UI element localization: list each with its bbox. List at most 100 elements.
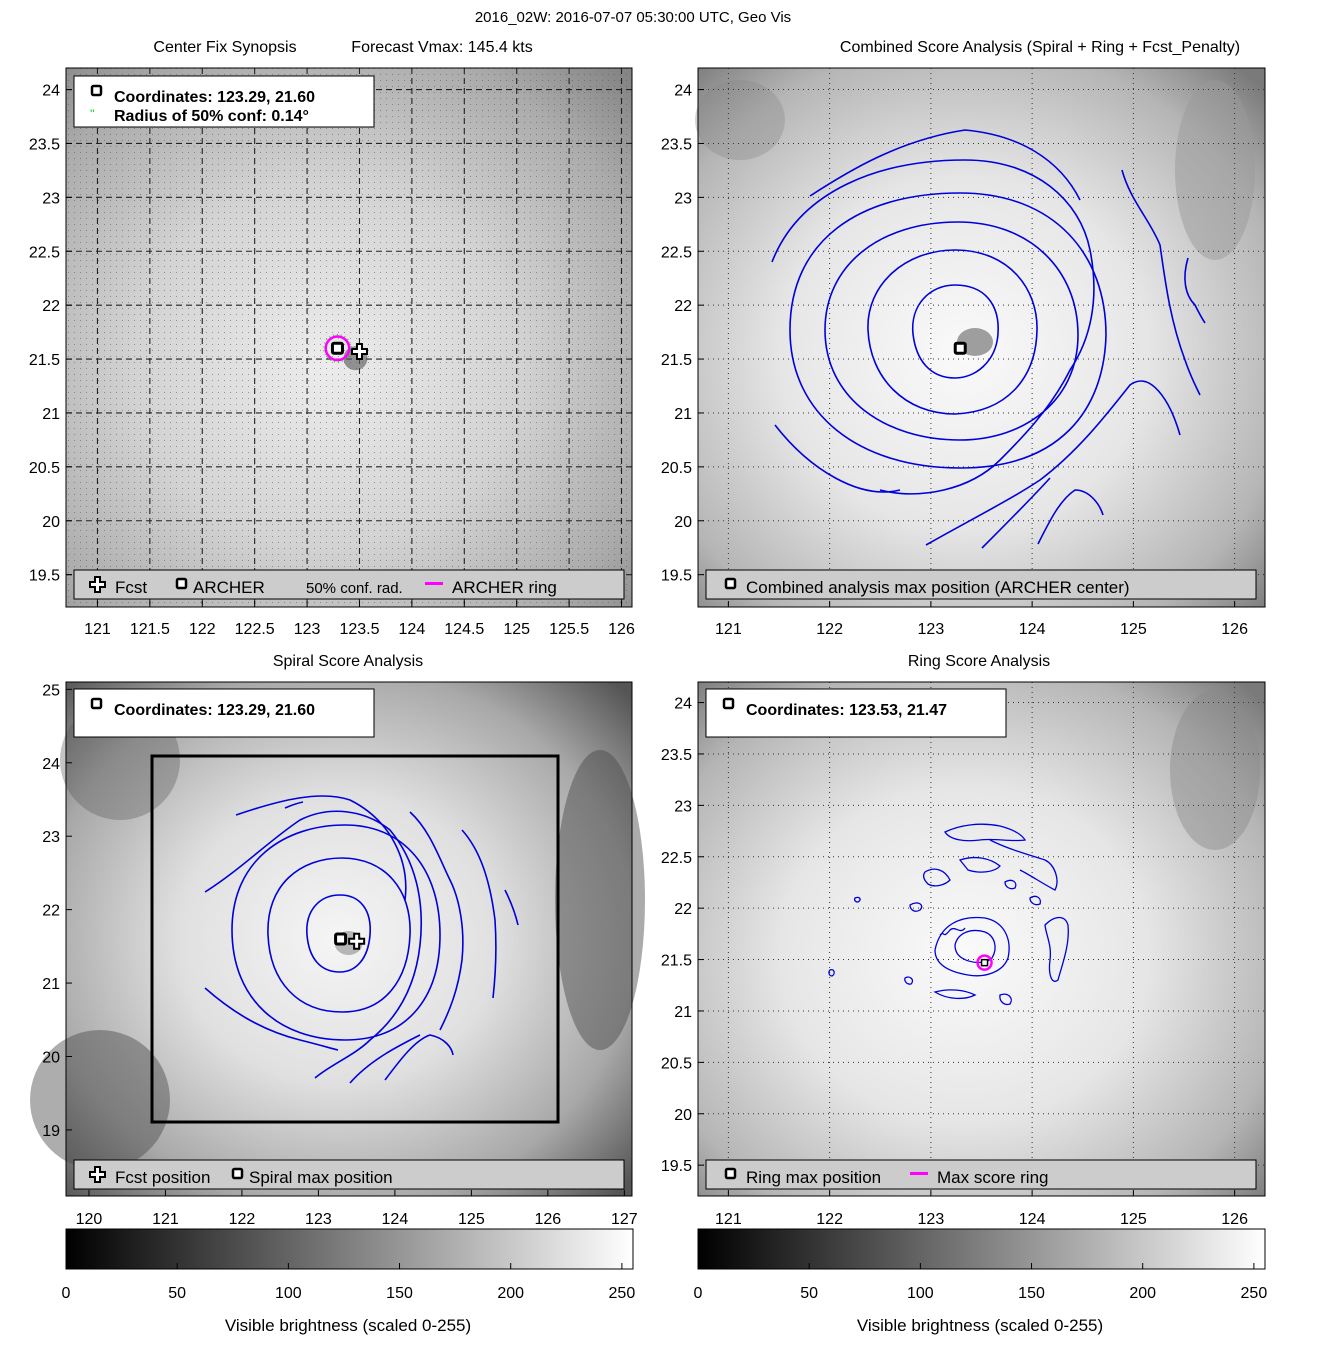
y-tick-label: 24 <box>42 83 60 100</box>
y-tick-label: 19.5 <box>661 1158 692 1175</box>
x-tick-label: 123 <box>918 1211 945 1228</box>
spiral-legend <box>73 1159 625 1190</box>
combined-contour <box>1037 489 1104 545</box>
x-tick-label: 121 <box>715 1211 742 1228</box>
y-tick-label: 20.5 <box>661 460 692 477</box>
y-tick-label: 22.5 <box>661 244 692 261</box>
archer-center-marker <box>330 341 344 355</box>
y-tick-label: 22 <box>42 903 60 920</box>
colorbar-tick-label: 50 <box>168 1285 186 1302</box>
cloud-texture <box>695 80 785 160</box>
x-tick-label: 121 <box>84 621 111 638</box>
synopsis-y-ticks: 19.5 20 20.5 21 21.5 22 22.5 23 23.5 24 <box>29 83 72 585</box>
ring-contour <box>958 856 1001 873</box>
y-tick-label: 22 <box>42 298 60 315</box>
combined-contour <box>925 380 1181 546</box>
x-tick-label: 122 <box>189 621 216 638</box>
figure-title: 2016_02W: 2016-07-07 05:30:00 UTC, Geo V… <box>475 9 791 26</box>
combined-contour <box>774 424 901 493</box>
y-tick-label: 22 <box>674 298 692 315</box>
ring-contour <box>909 902 923 912</box>
ring-line-icon <box>910 1172 928 1175</box>
y-tick-label: 20.5 <box>29 460 60 477</box>
y-tick-label: 19.5 <box>29 568 60 585</box>
y-tick-label: 23 <box>42 190 60 207</box>
ring-contour <box>939 927 966 936</box>
colorbar-tick-label: 100 <box>907 1285 934 1302</box>
x-tick-label: 124.5 <box>444 621 484 638</box>
synopsis-coordinates: Coordinates: 123.29, 21.60 <box>114 89 315 106</box>
spiral-frame <box>65 681 633 1197</box>
ring-contour <box>853 896 861 903</box>
cloud-texture <box>555 750 645 1050</box>
ring-max-marker <box>980 958 989 967</box>
conf-radius-circle <box>323 334 352 363</box>
y-tick-label: 21.5 <box>29 352 60 369</box>
synopsis-conf-radius: Radius of 50% conf: 0.14° <box>114 108 309 125</box>
x-tick-label: 122.5 <box>235 621 275 638</box>
combined-max-marker <box>953 341 967 355</box>
combined-y-ticks: 19.5 20 20.5 21 21.5 22 22.5 23 23.5 24 <box>661 83 704 585</box>
y-tick-label: 22 <box>674 901 692 918</box>
spiral-coordinates: Coordinates: 123.29, 21.60 <box>114 702 315 719</box>
synopsis-dot-overlay <box>66 68 632 607</box>
cloud-texture <box>1175 80 1255 260</box>
ring-contour <box>1029 895 1042 906</box>
legend-ring-max: Ring max position <box>746 1168 881 1187</box>
colorbar-tick-label: 150 <box>1018 1285 1045 1302</box>
spiral-title: Spiral Score Analysis <box>273 653 423 670</box>
y-tick-label: 25 <box>42 682 60 699</box>
legend-conf-rad: 50% conf. rad. <box>306 580 403 597</box>
x-tick-label: 123 <box>918 621 945 638</box>
legend-spiral-max: Spiral max position <box>249 1168 393 1187</box>
spiral-contour <box>235 795 407 901</box>
y-tick-label: 23 <box>42 829 60 846</box>
x-tick-label: 126 <box>1221 621 1248 638</box>
combined-x-ticks: 121 122 123 124 125 126 <box>715 601 1248 638</box>
x-tick-label: 122 <box>229 1211 256 1228</box>
colorbar-tick-label: 0 <box>62 1285 71 1302</box>
spiral-contour <box>204 987 339 1051</box>
x-tick-label: 125.5 <box>549 621 589 638</box>
spiral-contour <box>267 857 411 1013</box>
spiral-contour <box>384 1034 454 1081</box>
combined-contour <box>867 249 1038 415</box>
ring-frame <box>697 681 1266 1197</box>
combined-contour <box>981 477 1051 549</box>
ring-contour <box>1004 879 1017 890</box>
combined-title: Combined Score Analysis (Spiral + Ring +… <box>840 39 1240 56</box>
y-tick-label: 21 <box>674 1004 692 1021</box>
colorbar-ticks: 0 50 100 150 200 250 <box>62 1263 635 1302</box>
spiral-contour <box>204 810 423 1079</box>
square-marker-icon <box>724 1167 737 1180</box>
x-tick-label: 121 <box>152 1211 179 1228</box>
ring-legend <box>705 1159 1257 1190</box>
x-tick-label: 124 <box>382 1211 409 1228</box>
fcst-position-marker <box>348 932 366 950</box>
ring-markers <box>976 954 993 971</box>
colorbar-ticks: 0 50 100 150 200 250 <box>694 1263 1267 1302</box>
spiral-contour <box>504 889 519 926</box>
ring-contour <box>944 823 1027 842</box>
combined-contour <box>771 159 1095 495</box>
ring-x-ticks: 121 122 123 124 125 126 <box>715 1190 1248 1228</box>
x-tick-label: 120 <box>76 1211 103 1228</box>
x-tick-label: 121.5 <box>130 621 170 638</box>
conf-radius-icon: '' <box>90 107 95 121</box>
synopsis-vmax: Forecast Vmax: 145.4 kts <box>351 39 532 56</box>
spiral-contour <box>306 894 371 973</box>
spiral-contour <box>284 801 304 809</box>
y-tick-label: 24 <box>674 696 692 713</box>
y-tick-label: 23 <box>674 190 692 207</box>
ring-contour <box>989 839 1058 891</box>
y-tick-label: 22.5 <box>29 244 60 261</box>
combined-contour <box>1121 169 1201 396</box>
colorbar-tick-label: 100 <box>275 1285 302 1302</box>
x-tick-label: 126 <box>1221 1211 1248 1228</box>
legend-fcst-position: Fcst position <box>115 1168 210 1187</box>
colorbar-gradient <box>65 1228 634 1270</box>
combined-panel: Combined Score Analysis (Spiral + Ring +… <box>661 39 1266 638</box>
spiral-contour <box>349 1034 421 1084</box>
colorbar-label: Visible brightness (scaled 0-255) <box>225 1316 471 1335</box>
